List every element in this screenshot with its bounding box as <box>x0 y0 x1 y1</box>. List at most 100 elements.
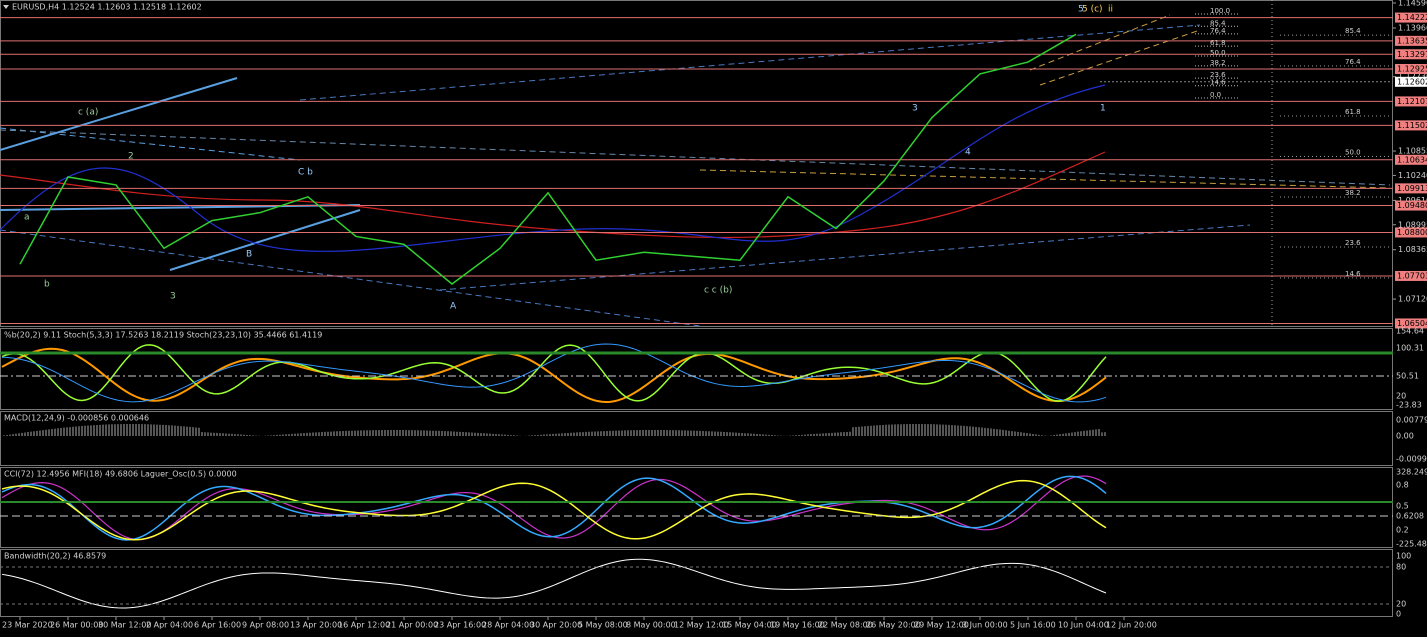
wave-label: 1 <box>1100 104 1106 114</box>
price-path <box>19 33 1077 285</box>
price-label: 1.14590 <box>1398 0 1427 8</box>
level-label: 1.09480 <box>1397 201 1427 210</box>
moving-average <box>0 84 1106 252</box>
panel-axis-label: 20 <box>1396 600 1406 609</box>
level-box <box>1395 96 1427 107</box>
level-box <box>1395 154 1427 165</box>
fib-label: 61.8 <box>1210 39 1226 47</box>
panel-axis-label: 328.2495 <box>1396 468 1427 477</box>
indicator-line <box>1 343 1107 403</box>
trend-line <box>1039 29 1201 86</box>
cci-frame <box>0 467 1393 548</box>
macd-frame <box>0 411 1393 466</box>
panel-axis-label: -0.00996 <box>1396 455 1427 464</box>
date-label: 29 May 12:00 <box>914 621 969 630</box>
level-box <box>1395 35 1427 46</box>
wave-label: c c (b) <box>704 286 732 296</box>
date-label: 30 Mar 12:00 <box>98 621 151 630</box>
wave-label: 5 <box>1078 5 1084 15</box>
date-label: 23 Apr 16:00 <box>434 621 486 630</box>
panel-axis-label: 0.00 <box>1396 432 1414 441</box>
wave-label: C b <box>298 168 313 178</box>
stoch-frame <box>0 328 1393 410</box>
fib-label: 0.0 <box>1210 91 1221 99</box>
wave-label: 5 (c) <box>1082 5 1103 15</box>
wave-label: a <box>24 213 30 223</box>
fib-label: 85.4 <box>1345 27 1361 35</box>
level-label: 1.10634 <box>1397 155 1427 164</box>
level-box <box>1395 318 1427 329</box>
panel-axis-label: -23.83 <box>1396 401 1422 410</box>
level-box <box>1395 63 1427 74</box>
wave-label: 3 <box>912 104 918 114</box>
wave-label: B <box>246 250 252 260</box>
date-label: 28 Apr 04:00 <box>482 621 534 630</box>
title-arrow <box>3 5 9 9</box>
level-label: 1.13635 <box>1397 36 1427 45</box>
panel-axis-label: -225.4843 <box>1396 540 1427 549</box>
level-box <box>1395 183 1427 194</box>
panel-axis-label: 20 <box>1396 392 1406 401</box>
level-label: 1.06504 <box>1397 319 1427 328</box>
price-label: 1.10240 <box>1398 171 1427 180</box>
panel-axis-label: 100 <box>1396 552 1411 561</box>
trend-line <box>0 77 238 151</box>
date-label: 6 Apr 16:00 <box>194 621 241 630</box>
panel-axis-label: 0.2 <box>1396 526 1409 535</box>
price-label: 1.08365 <box>1398 245 1427 254</box>
date-label: 22 May 08:00 <box>818 621 873 630</box>
level-label: 1.12925 <box>1397 64 1427 73</box>
trend-line <box>299 24 1201 101</box>
trend-line <box>169 209 361 271</box>
fib-label: 38.2 <box>1345 189 1361 197</box>
panel-header: %b(20,2) 9.11 Stoch(5,3,3) 17.5263 18.21… <box>4 331 322 340</box>
level-label: 1.12107 <box>1397 97 1427 106</box>
panel-axis-label: 0.6208 <box>1396 512 1424 521</box>
level-box <box>1395 200 1427 211</box>
date-label: 21 Apr 00:00 <box>386 621 438 630</box>
date-label: 30 Apr 20:00 <box>530 621 582 630</box>
panel-axis-label: 0.8 <box>1396 481 1409 490</box>
fib-label: 50.0 <box>1210 49 1226 57</box>
trend-line <box>439 224 1251 291</box>
panel-header: MACD(12,24,9) -0.000856 0.000646 <box>4 414 149 423</box>
indicator-line <box>1 558 1107 609</box>
trend-line <box>0 127 301 161</box>
level-box <box>1395 49 1427 60</box>
panel-header: Bandwidth(20,2) 46.8579 <box>4 552 106 561</box>
price-label: 1.10855 <box>1398 147 1427 156</box>
trend-line <box>0 129 1391 186</box>
fib-label: 14.6 <box>1345 270 1361 278</box>
date-label: 12 May 12:00 <box>674 621 729 630</box>
level-label: 1.11502 <box>1397 121 1427 130</box>
panel-axis-label: 0.5 <box>1396 502 1409 511</box>
date-label: 10 Jun 04:00 <box>1058 621 1109 630</box>
date-label: 23 Mar 2020 <box>2 621 53 630</box>
date-label: 12 Jun 20:00 <box>1106 621 1157 630</box>
panel-axis-label: 50.51 <box>1396 372 1419 381</box>
level-label: 1.13297 <box>1397 50 1427 59</box>
level-box <box>1395 120 1427 131</box>
wave-label: 3 <box>170 292 176 302</box>
fib-label: 85.4 <box>1210 19 1226 27</box>
trend-line <box>1029 14 1171 71</box>
level-box <box>1395 227 1427 238</box>
date-label: 5 May 08:00 <box>578 621 628 630</box>
panel-axis-label: 0 <box>1396 610 1401 619</box>
bandwidth-frame <box>0 549 1393 617</box>
date-label: 19 May 16:00 <box>770 621 825 630</box>
level-label: 1.14222 <box>1397 13 1427 22</box>
wave-label: 2 <box>128 152 134 162</box>
fib-label: 38.2 <box>1210 59 1226 67</box>
fib-label: 76.4 <box>1210 27 1226 35</box>
fib-label: 100.0 <box>1210 7 1230 15</box>
date-label: 9 Apr 08:00 <box>242 621 289 630</box>
price-label: 1.09610 <box>1398 196 1427 205</box>
date-label: 3 Jun 00:00 <box>962 621 1008 630</box>
current-box <box>1395 76 1427 87</box>
level-box <box>1395 12 1427 23</box>
wave-label: A <box>450 302 457 312</box>
wave-label: 4 <box>965 148 971 158</box>
